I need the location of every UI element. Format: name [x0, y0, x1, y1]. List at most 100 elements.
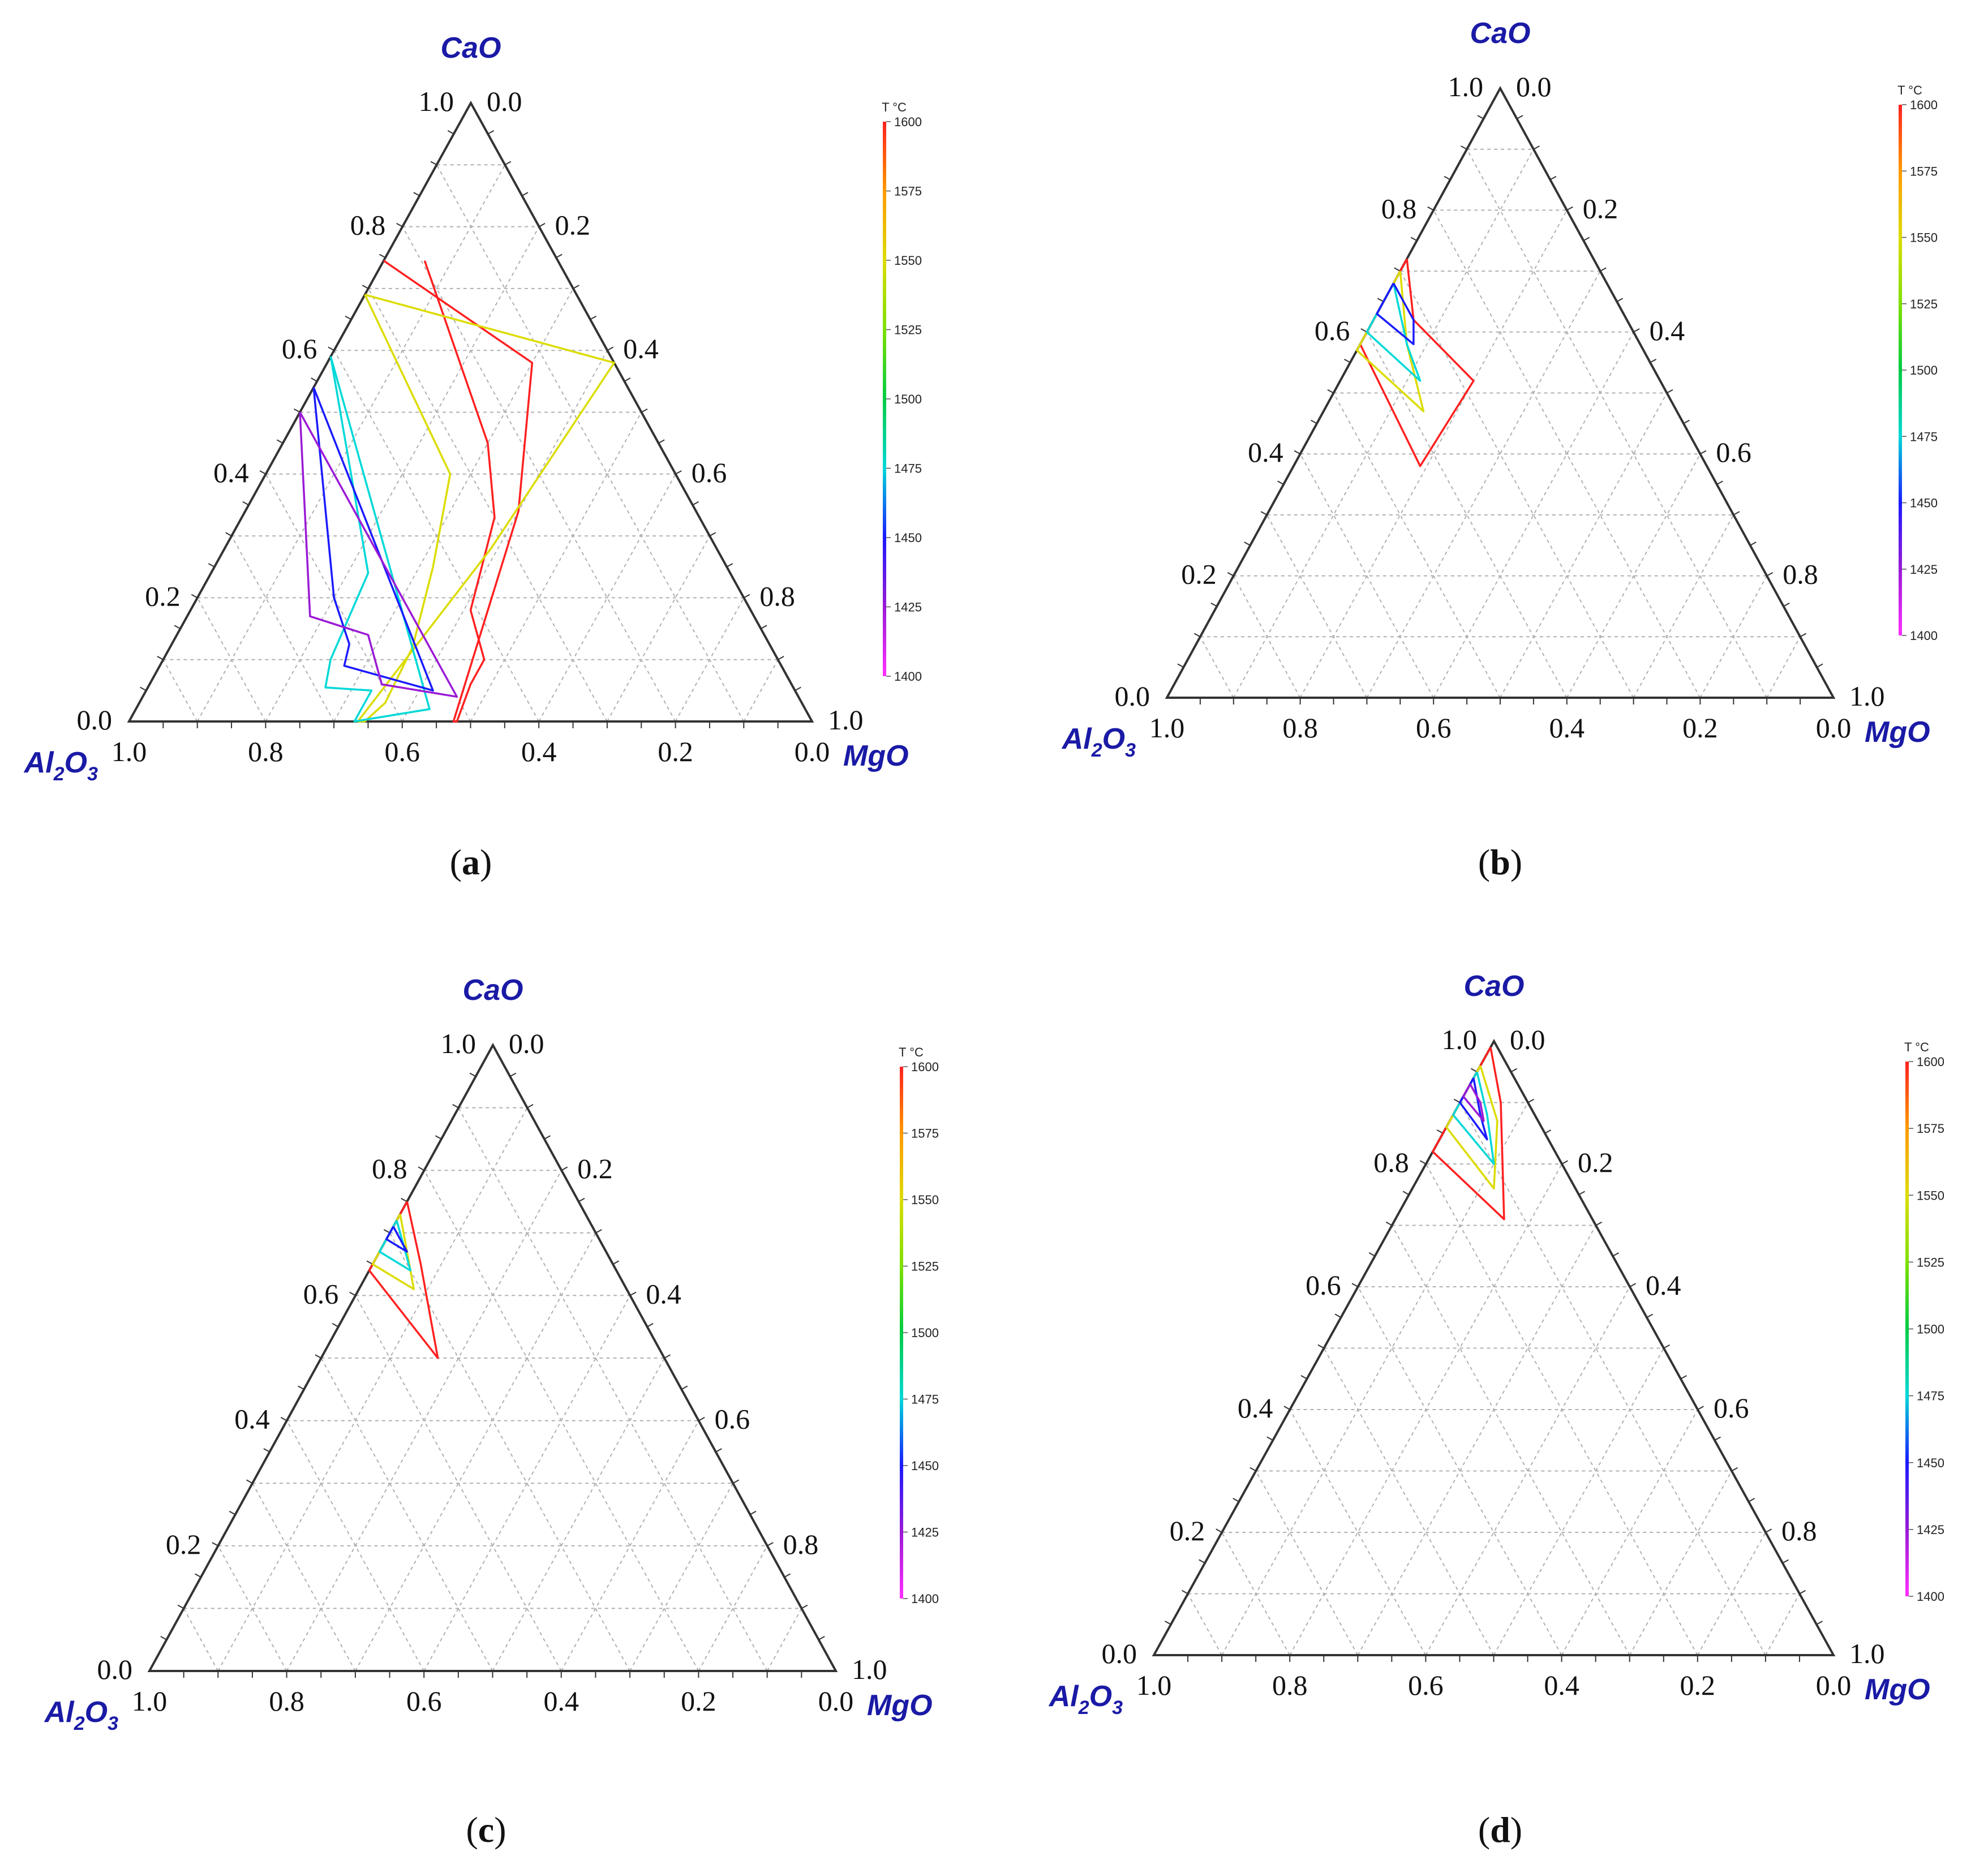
grid	[1200, 148, 1801, 698]
tick-mark	[556, 254, 563, 259]
tick-mark	[1612, 1252, 1619, 1257]
isotherm-1475	[1452, 1071, 1495, 1165]
bottom-axis-tick-label: 1.0	[1136, 1669, 1172, 1701]
grid-line	[1233, 575, 1301, 698]
grid-line	[629, 1483, 734, 1672]
tick-labels: 0.00.01.00.20.20.80.40.40.60.60.60.40.80…	[77, 85, 864, 767]
grid-line	[766, 1608, 802, 1672]
tick-mark	[1716, 480, 1723, 485]
tick-mark	[658, 439, 665, 444]
grid-line	[196, 164, 506, 722]
tick-mark	[607, 346, 614, 351]
tick-marks	[160, 1072, 825, 1678]
bottom-axis-tick-label: 0.0	[818, 1685, 854, 1717]
tick-mark	[1283, 1406, 1290, 1410]
tick-mark	[527, 1103, 534, 1109]
tick-mark	[1410, 237, 1418, 242]
tick-mark	[1578, 1191, 1585, 1196]
colorbar-tick-label: 1450	[1917, 1456, 1944, 1470]
tick-labels: 0.00.01.00.20.20.80.40.40.60.60.60.40.80…	[97, 1028, 887, 1717]
isotherm-1600	[368, 1201, 439, 1359]
tick-mark	[795, 686, 801, 691]
vertex-label-al2o3: Al2O3	[44, 1696, 118, 1734]
tick-mark	[1244, 542, 1251, 546]
colorbar-tick-label: 1500	[911, 1326, 939, 1340]
bottom-axis-tick-label: 0.4	[1549, 712, 1585, 744]
vertex-label-sub: 2	[1078, 1697, 1089, 1719]
grid-line	[1221, 1532, 1291, 1656]
tick-mark	[692, 501, 699, 506]
tick-mark	[1266, 1436, 1273, 1441]
colorbar-tick-label: 1575	[1917, 1122, 1944, 1136]
tick-mark	[298, 1385, 304, 1390]
tick-mark	[1516, 115, 1523, 119]
tick-mark	[469, 1072, 476, 1077]
isotherm-1450	[1376, 282, 1415, 346]
tick-mark	[664, 1354, 671, 1359]
right-axis-tick-label: 0.8	[1781, 1515, 1817, 1546]
grid-line	[231, 535, 334, 722]
right-axis-tick-label: 0.2	[1578, 1146, 1613, 1178]
tick-mark	[1800, 633, 1807, 638]
tick-mark	[212, 1542, 218, 1546]
tick-mark	[1343, 359, 1351, 363]
tick-mark	[1600, 267, 1607, 272]
tick-mark	[641, 408, 648, 413]
tick-mark	[1750, 542, 1757, 546]
grid-line	[183, 1608, 219, 1672]
bottom-axis-tick-label: 0.4	[544, 1685, 579, 1717]
tick-mark	[328, 346, 334, 351]
tick-mark	[1294, 450, 1301, 455]
grid-line	[286, 1420, 425, 1672]
tick-mark	[452, 1103, 459, 1109]
vertex-label-part: Al	[44, 1696, 75, 1729]
vertex-label-al2o3: Al2O3	[23, 746, 98, 785]
tick-mark	[1360, 328, 1367, 333]
tick-mark	[784, 1573, 791, 1578]
grid-line	[252, 1483, 356, 1672]
tick-mark	[1300, 1375, 1307, 1380]
bottom-axis-tick-label: 0.6	[1416, 712, 1452, 744]
bottom-axis-tick-label: 0.4	[521, 736, 557, 767]
tick-mark	[1182, 1590, 1188, 1595]
tick-mark	[1680, 1375, 1687, 1380]
ternary-panel-c: 0.00.01.00.20.20.80.40.40.60.60.60.40.80…	[44, 974, 939, 1850]
bottom-axis-tick-label: 0.6	[1408, 1669, 1444, 1701]
vertex-label-part: O	[1102, 723, 1125, 755]
isotherm-1450	[385, 1226, 408, 1253]
tick-mark	[801, 1604, 808, 1609]
tick-mark	[1817, 663, 1823, 668]
colorbar-tick-label: 1425	[894, 600, 922, 615]
grid-line	[320, 1358, 493, 1672]
tick-mark	[561, 1166, 568, 1171]
tick-mark	[1477, 115, 1484, 119]
left-axis-tick-label: 0.8	[350, 209, 386, 241]
grid	[162, 164, 779, 722]
colorbar-tick-label: 1475	[911, 1393, 939, 1407]
tick-mark	[1527, 1098, 1534, 1103]
tick-mark	[539, 222, 546, 227]
vertex-label-part: O	[65, 746, 87, 779]
colorbar-title: T °C	[899, 1045, 924, 1059]
grid-line	[1289, 1409, 1427, 1656]
colorbar-title: T °C	[882, 100, 907, 114]
ternary-panel-b: 0.00.01.00.20.20.80.40.40.60.60.60.40.80…	[1061, 17, 1938, 882]
tick-mark	[174, 625, 181, 629]
grid-line	[1765, 1593, 1800, 1656]
vertex-label-cao: CaO	[441, 32, 501, 65]
tick-mark	[1311, 419, 1317, 424]
vertex-label-sub: 2	[74, 1713, 85, 1734]
grid	[183, 1107, 802, 1672]
vertex-label-al2o3: Al2O3	[1048, 1680, 1123, 1719]
right-axis-tick-label: 0.0	[1510, 1024, 1545, 1055]
tick-mark	[629, 1291, 637, 1296]
tick-mark	[1210, 602, 1217, 607]
colorbar-gradient	[900, 1067, 903, 1599]
tick-mark	[1799, 1590, 1806, 1595]
tick-mark	[242, 501, 249, 506]
colorbar-title: T °C	[1897, 83, 1922, 97]
bottom-axis-tick-label: 0.2	[1682, 712, 1718, 744]
grid-line	[1459, 1102, 1766, 1656]
